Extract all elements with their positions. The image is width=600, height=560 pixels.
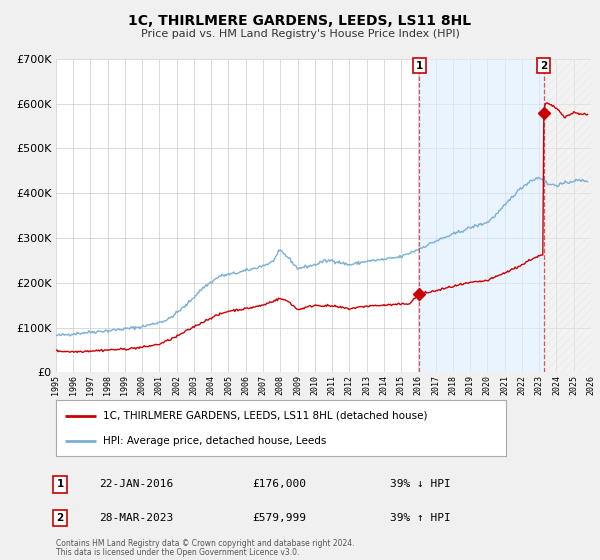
Text: 1C, THIRLMERE GARDENS, LEEDS, LS11 8HL (detached house): 1C, THIRLMERE GARDENS, LEEDS, LS11 8HL (… — [103, 410, 428, 421]
Text: 1: 1 — [416, 60, 423, 71]
Bar — [419, 59, 544, 372]
Text: 22-JAN-2016: 22-JAN-2016 — [99, 479, 173, 489]
Text: This data is licensed under the Open Government Licence v3.0.: This data is licensed under the Open Gov… — [56, 548, 299, 557]
Text: 1: 1 — [56, 479, 64, 489]
Text: 28-MAR-2023: 28-MAR-2023 — [99, 513, 173, 523]
Text: 1C, THIRLMERE GARDENS, LEEDS, LS11 8HL: 1C, THIRLMERE GARDENS, LEEDS, LS11 8HL — [128, 14, 472, 28]
Text: 2: 2 — [56, 513, 64, 523]
Text: 2: 2 — [540, 60, 547, 71]
Text: 39% ↑ HPI: 39% ↑ HPI — [390, 513, 451, 523]
Text: HPI: Average price, detached house, Leeds: HPI: Average price, detached house, Leed… — [103, 436, 326, 446]
Text: Price paid vs. HM Land Registry's House Price Index (HPI): Price paid vs. HM Land Registry's House … — [140, 29, 460, 39]
Text: £579,999: £579,999 — [252, 513, 306, 523]
Text: Contains HM Land Registry data © Crown copyright and database right 2024.: Contains HM Land Registry data © Crown c… — [56, 539, 354, 548]
Text: 39% ↓ HPI: 39% ↓ HPI — [390, 479, 451, 489]
Text: £176,000: £176,000 — [252, 479, 306, 489]
Bar — [544, 59, 591, 372]
